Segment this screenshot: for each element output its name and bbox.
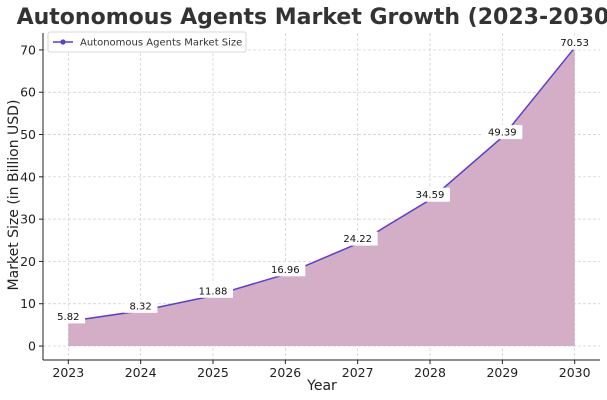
x-tick-label: 2025 (197, 365, 229, 380)
x-tick-label: 2024 (125, 365, 157, 380)
data-label: 11.88 (199, 286, 228, 297)
x-tick-label: 2027 (342, 365, 374, 380)
legend: Autonomous Agents Market Size (47, 31, 247, 53)
data-label: 34.59 (416, 190, 445, 201)
data-label-box (410, 187, 451, 202)
data-label: 70.53 (560, 38, 589, 49)
data-label: 16.96 (271, 265, 300, 276)
data-label-box (554, 35, 595, 50)
x-tick-label: 2026 (269, 365, 301, 380)
data-label-box (123, 298, 158, 313)
y-tick-label: 30 (20, 212, 36, 227)
data-label: 49.39 (488, 128, 517, 139)
y-tick-label: 50 (20, 127, 36, 142)
data-label-box (482, 125, 523, 140)
y-tick-label: 70 (20, 42, 36, 57)
data-label: 5.82 (57, 312, 79, 323)
x-tick-label: 2030 (559, 365, 591, 380)
y-tick-label: 0 (28, 339, 36, 354)
y-axis-label: Market Size (in Billion USD) (6, 100, 22, 291)
x-tick-label: 2029 (486, 365, 518, 380)
data-labels: 5.82 8.32 11.88 16.96 24.22 34.59 49.39 70.53 (51, 35, 595, 324)
legend-marker-swatch (60, 39, 66, 45)
data-label-box (192, 283, 233, 298)
y-tick-label: 20 (20, 254, 36, 269)
x-tick-label: 2023 (52, 365, 84, 380)
y-tick-label: 60 (20, 85, 36, 100)
data-label-box (51, 309, 86, 324)
data-label-box (265, 262, 306, 277)
legend-entry-label: Autonomous Agents Market Size (80, 38, 242, 49)
y-tick-label: 10 (20, 296, 36, 311)
x-tick-label: 2028 (414, 365, 446, 380)
chart-title: Autonomous Agents Market Growth (2023-20… (17, 5, 607, 30)
area-fill (68, 47, 575, 347)
data-label: 24.22 (343, 234, 372, 245)
data-label: 8.32 (130, 301, 152, 312)
x-axis-label: Year (306, 378, 337, 394)
data-label-box (337, 231, 378, 246)
legend-frame (47, 31, 247, 53)
y-tick-label: 40 (20, 169, 36, 184)
